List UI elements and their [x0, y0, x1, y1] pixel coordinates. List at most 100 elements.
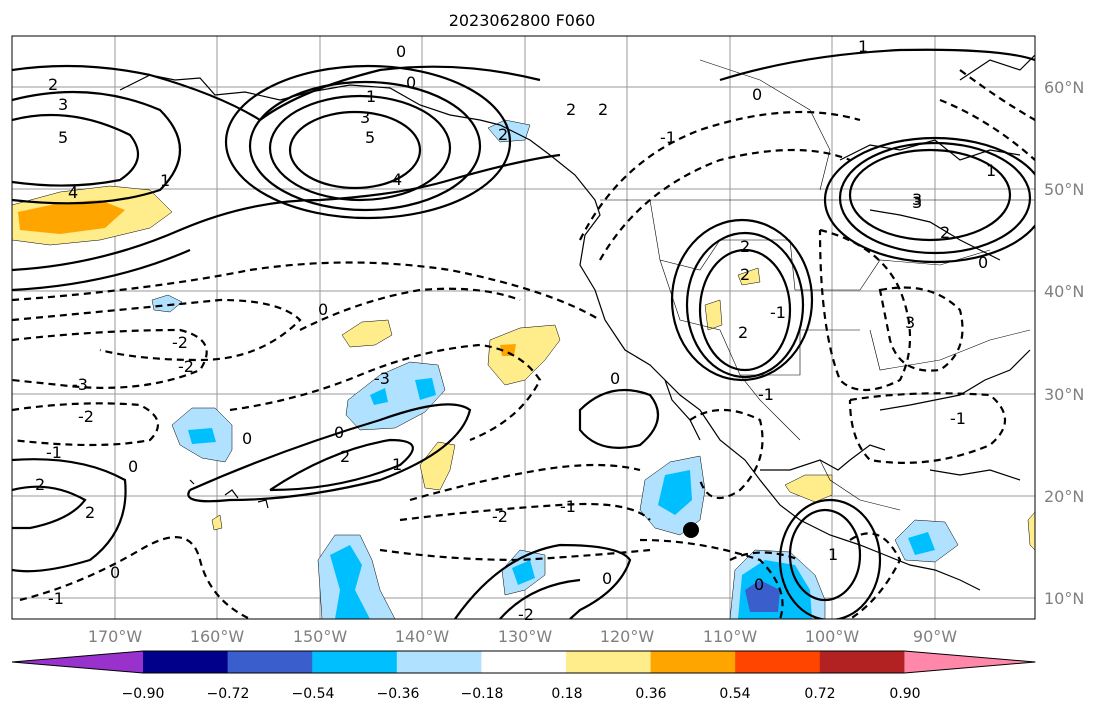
- colorbar-tick-label: −0.54: [292, 686, 335, 702]
- svg-text:2: 2: [598, 100, 608, 119]
- lat-label-30n: 30°N: [1044, 385, 1084, 404]
- colorbar-tick-label: −0.72: [207, 686, 250, 702]
- colorbar-tick-label: 0.36: [635, 686, 666, 702]
- colorbar-tick-label: 0.54: [719, 686, 750, 702]
- colorbar-tick-label: 0.72: [804, 686, 835, 702]
- svg-text:-3: -3: [374, 369, 390, 388]
- svg-text:1: 1: [828, 545, 838, 564]
- dashed-contours: [12, 69, 1035, 619]
- shaded-anomalies: [12, 119, 1035, 619]
- svg-text:3: 3: [905, 313, 915, 332]
- svg-text:2: 2: [35, 475, 45, 494]
- svg-text:-2: -2: [172, 333, 188, 352]
- lon-label-120w: 120°W: [600, 627, 655, 646]
- svg-text:1: 1: [986, 161, 996, 180]
- contour-labels: 0 1 2 3 5 4 5 3 2 1 0 -1 2 2 0 1 4 3 3 2…: [35, 37, 996, 624]
- svg-text:2: 2: [740, 265, 750, 284]
- svg-text:5: 5: [58, 128, 68, 147]
- colorbar-segments: [11, 650, 1036, 674]
- svg-text:1: 1: [392, 455, 402, 474]
- lon-label-90w: 90°W: [913, 627, 957, 646]
- svg-text:-1: -1: [758, 385, 774, 404]
- colorbar-segment: [143, 651, 229, 673]
- svg-text:1: 1: [366, 87, 376, 106]
- colorbar-segment: [227, 651, 313, 673]
- svg-text:0: 0: [406, 73, 416, 92]
- map-title: 2023062800 F060: [449, 11, 596, 30]
- colorbar-segment: [650, 651, 736, 673]
- lon-label-110w: 110°W: [703, 627, 758, 646]
- svg-text:3: 3: [912, 190, 922, 209]
- coastlines: [119, 54, 1035, 591]
- colorbar-tick-label: −0.18: [461, 686, 504, 702]
- colorbar-segment: [396, 651, 482, 673]
- colorbar-extend-min: [12, 651, 143, 673]
- svg-text:2: 2: [740, 237, 750, 256]
- svg-text:3: 3: [360, 108, 370, 127]
- colorbar-tick-label: 0.18: [551, 686, 582, 702]
- svg-text:2: 2: [940, 223, 950, 242]
- svg-text:2: 2: [498, 125, 508, 144]
- lat-label-60n: 60°N: [1044, 78, 1084, 97]
- svg-text:2: 2: [738, 323, 748, 342]
- longitude-labels: 170°W 160°W 150°W 140°W 130°W 120°W 110°…: [88, 627, 957, 646]
- svg-text:0: 0: [754, 575, 764, 594]
- lat-label-50n: 50°N: [1044, 180, 1084, 199]
- svg-text:-1: -1: [950, 409, 966, 428]
- svg-text:-1: -1: [770, 303, 786, 322]
- lon-label-170w: 170°W: [88, 627, 143, 646]
- svg-text:2: 2: [566, 100, 576, 119]
- colorbar-segment: [735, 651, 821, 673]
- colorbar-extend-max: [904, 651, 1036, 673]
- svg-text:0: 0: [110, 563, 120, 582]
- storm-marker-dot: [683, 522, 699, 538]
- svg-text:0: 0: [602, 569, 612, 588]
- svg-text:-2: -2: [78, 407, 94, 426]
- svg-text:-1: -1: [46, 443, 62, 462]
- colorbar-segment: [566, 651, 652, 673]
- graticule: [12, 36, 1035, 619]
- svg-text:4: 4: [68, 183, 78, 202]
- colorbar-segment: [819, 651, 905, 673]
- svg-text:-2: -2: [518, 605, 534, 624]
- lat-label-20n: 20°N: [1044, 487, 1084, 506]
- svg-text:-3: -3: [72, 375, 88, 394]
- svg-text:0: 0: [978, 253, 988, 272]
- colorbar-tick-label: 0.90: [889, 686, 920, 702]
- lon-label-140w: 140°W: [395, 627, 450, 646]
- colorbar-tick-label: −0.90: [122, 686, 165, 702]
- svg-text:1: 1: [160, 171, 170, 190]
- lon-label-150w: 150°W: [293, 627, 348, 646]
- svg-text:-1: -1: [560, 497, 576, 516]
- lon-label-160w: 160°W: [190, 627, 245, 646]
- map-frame: [11, 35, 1036, 620]
- latitude-labels: 60°N 50°N 40°N 30°N 20°N 10°N: [1044, 78, 1084, 608]
- svg-text:0: 0: [318, 300, 328, 319]
- colorbar-outline: [11, 650, 1036, 674]
- svg-text:0: 0: [752, 85, 762, 104]
- svg-text:0: 0: [610, 369, 620, 388]
- lat-label-40n: 40°N: [1044, 282, 1084, 301]
- lon-label-130w: 130°W: [498, 627, 553, 646]
- svg-text:3: 3: [912, 193, 922, 212]
- svg-text:2: 2: [85, 503, 95, 522]
- solid-contours: [12, 48, 1035, 619]
- lat-label-10n: 10°N: [1044, 589, 1084, 608]
- svg-text:0: 0: [396, 42, 406, 61]
- svg-text:1: 1: [858, 37, 868, 56]
- svg-text:0: 0: [242, 429, 252, 448]
- svg-text:-1: -1: [48, 589, 64, 608]
- svg-text:-2: -2: [178, 357, 194, 376]
- svg-text:2: 2: [48, 75, 58, 94]
- colorbar-segment: [481, 651, 567, 673]
- colorbar-tick-labels: −0.90 −0.72 −0.54 −0.36 −0.18 0.18 0.36 …: [122, 686, 921, 702]
- svg-text:2: 2: [340, 447, 350, 466]
- svg-text:0: 0: [128, 457, 138, 476]
- map-area: [12, 36, 1035, 619]
- svg-text:4: 4: [392, 170, 402, 189]
- svg-text:0: 0: [334, 423, 344, 442]
- lon-label-100w: 100°W: [805, 627, 860, 646]
- svg-text:5: 5: [365, 128, 375, 147]
- svg-text:-2: -2: [492, 507, 508, 526]
